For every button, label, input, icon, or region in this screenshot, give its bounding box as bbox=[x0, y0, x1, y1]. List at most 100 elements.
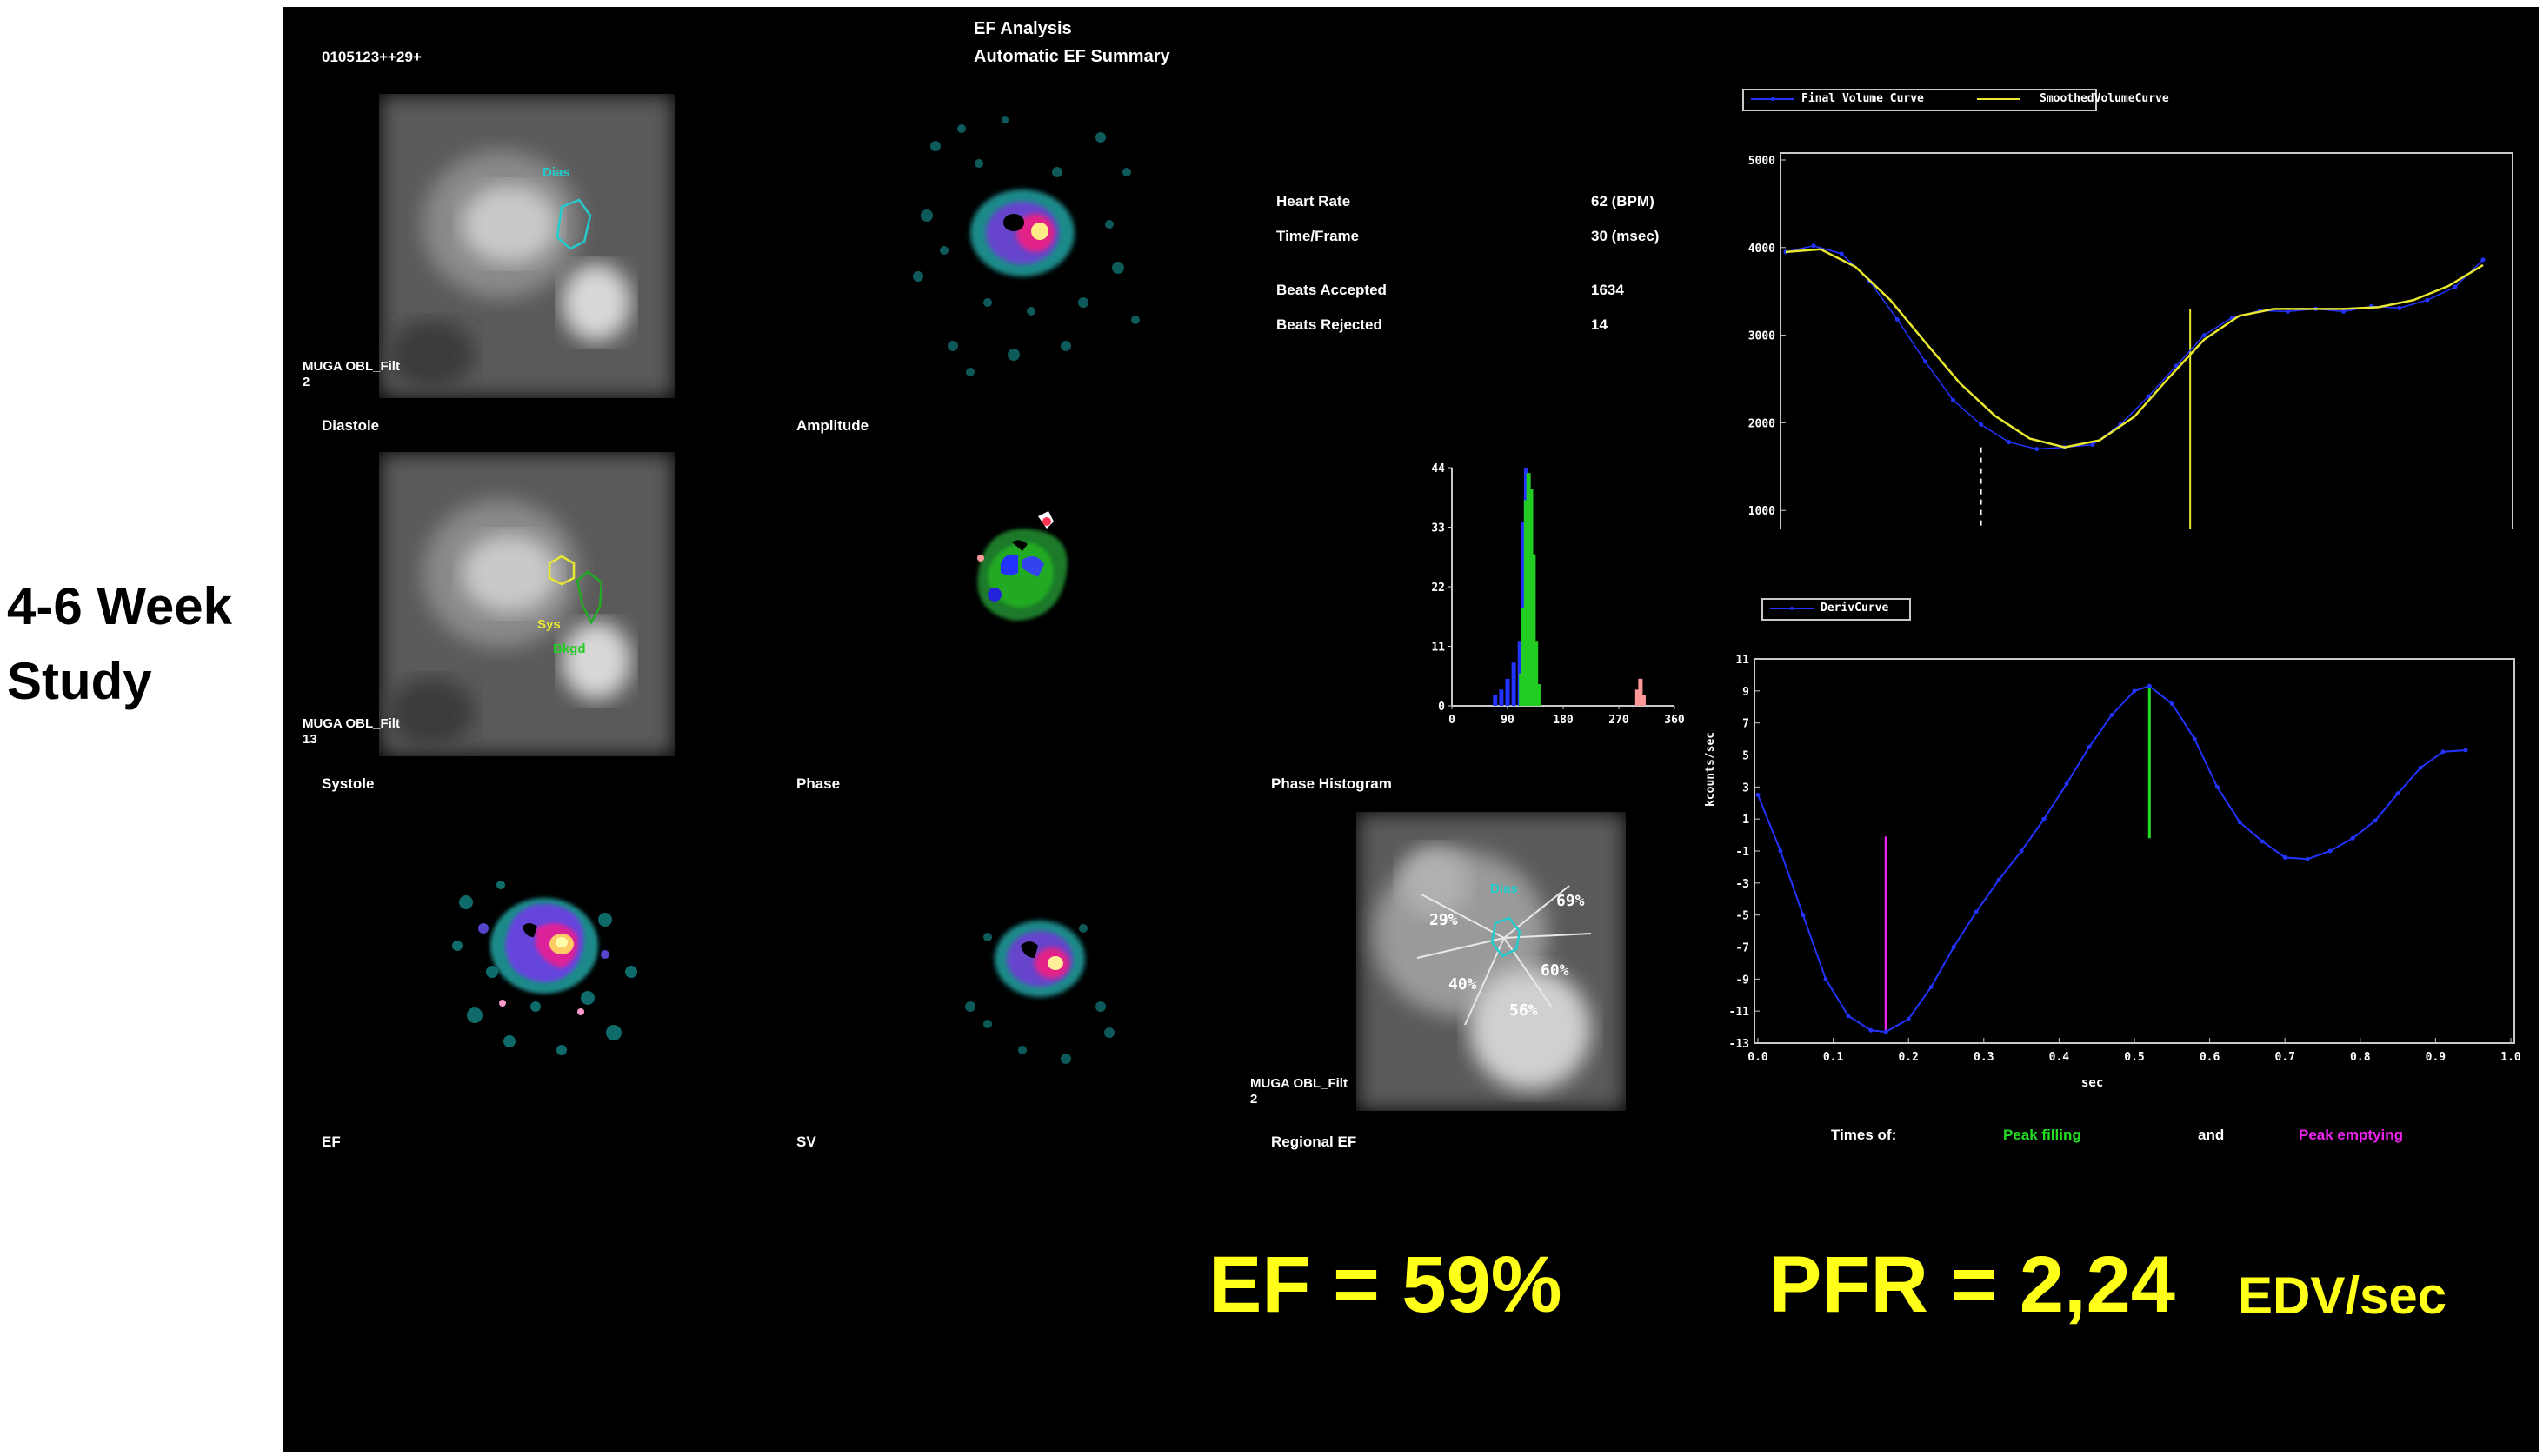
patient-id: 0105123++29+ bbox=[322, 49, 422, 65]
hist-y-tick-label: 44 bbox=[1431, 462, 1445, 475]
volume-curve-chart: Final Volume Curve 1000 2000 3000 4000 5000 bbox=[1709, 76, 2539, 529]
hist-bar bbox=[1519, 673, 1524, 706]
beats-rejected-label: Beats Rejected bbox=[1276, 316, 1382, 333]
final-volume-point bbox=[2201, 333, 2207, 338]
hist-bar bbox=[1521, 608, 1526, 706]
hist-bar bbox=[1534, 641, 1539, 706]
sys-roi-label: Sys bbox=[537, 617, 561, 632]
deriv-point bbox=[2282, 854, 2287, 860]
phase-label: Phase bbox=[796, 775, 841, 792]
deriv-x-tick-label: 0.1 bbox=[1823, 1051, 1844, 1064]
deriv-point bbox=[2214, 784, 2220, 789]
phase-histogram-label: Phase Histogram bbox=[1271, 775, 1392, 792]
final-volume-point bbox=[1950, 397, 1955, 402]
time-frame-value: 30 (msec) bbox=[1591, 228, 1660, 244]
deriv-point bbox=[2041, 816, 2047, 821]
deriv-point bbox=[1951, 945, 1956, 949]
deriv-point bbox=[1974, 909, 1979, 914]
deriv-point bbox=[1928, 985, 1934, 990]
volume-y-tick-label: 2000 bbox=[1748, 417, 1775, 430]
smoothed-volume-line bbox=[1785, 248, 2484, 449]
time-frame-label: Time/Frame bbox=[1276, 228, 1360, 244]
final-volume-point bbox=[2425, 297, 2430, 303]
hist-bar bbox=[1499, 689, 1504, 706]
deriv-x-tick-label: 1.0 bbox=[2500, 1051, 2521, 1064]
hist-x-tick-label: 180 bbox=[1553, 714, 1574, 727]
amplitude-image bbox=[883, 94, 1162, 389]
deriv-point bbox=[2169, 701, 2174, 707]
sector-69: 69% bbox=[1556, 892, 1585, 910]
deriv-point bbox=[2350, 835, 2355, 841]
deriv-y-tick-label: -3 bbox=[1735, 878, 1749, 891]
hist-bar bbox=[1638, 678, 1643, 706]
deriv-point bbox=[2373, 818, 2378, 823]
sector-60: 60% bbox=[1541, 961, 1569, 980]
final-volume-point bbox=[1894, 316, 1900, 322]
deriv-y-tick-label: -11 bbox=[1729, 1006, 1750, 1019]
regional-ef-label: Regional EF bbox=[1271, 1134, 1357, 1150]
deriv-plot-frame bbox=[1754, 658, 2515, 1044]
page-title: EF Analysis bbox=[974, 19, 1072, 38]
beats-accepted-value: 1634 bbox=[1591, 282, 1624, 298]
deriv-point bbox=[2327, 848, 2333, 854]
deriv-x-tick-label: 0.0 bbox=[1747, 1051, 1768, 1064]
volume-plot-frame bbox=[1780, 152, 2513, 529]
study-title: 4-6 Week Study bbox=[7, 569, 285, 719]
hist-bar bbox=[1511, 662, 1516, 706]
final-volume-point bbox=[1979, 422, 1984, 427]
deriv-point bbox=[2395, 791, 2400, 796]
deriv-point bbox=[2087, 744, 2092, 749]
hist-y-tick-label: 11 bbox=[1431, 642, 1445, 655]
deriv-y-tick-label: 3 bbox=[1742, 781, 1749, 794]
phase-histogram-chart: 0 11 22 33 44 0 90 180 270 360 bbox=[1414, 450, 1701, 737]
volume-legend: Final Volume Curve bbox=[1742, 89, 2097, 111]
pfr-result: PFR = 2,24 bbox=[1768, 1240, 2175, 1329]
deriv-point bbox=[1823, 976, 1828, 981]
deriv-y-tick-label: 7 bbox=[1742, 718, 1749, 731]
deriv-point bbox=[2418, 765, 2423, 770]
deriv-point bbox=[1906, 1016, 1911, 1021]
deriv-line bbox=[1757, 685, 2466, 1034]
volume-y-tick-label: 3000 bbox=[1748, 330, 1775, 343]
volume-y-tick-label: 5000 bbox=[1748, 155, 1775, 168]
deriv-y-tick-label: 1 bbox=[1742, 814, 1749, 827]
study-title-line-1: 4-6 Week bbox=[7, 577, 233, 635]
hist-bar bbox=[1523, 500, 1528, 706]
deriv-point bbox=[2109, 712, 2114, 717]
systole-image: Sys Bkgd bbox=[379, 452, 675, 756]
deriv-point bbox=[1868, 1027, 1874, 1033]
deriv-point bbox=[1801, 913, 1806, 918]
peak-filling-label: Peak filling bbox=[2003, 1127, 2081, 1143]
diastole-frame: 2 bbox=[303, 375, 310, 389]
deriv-point bbox=[2237, 820, 2242, 825]
deriv-point bbox=[2440, 749, 2446, 755]
regional-roi-label: Dias bbox=[1490, 881, 1518, 896]
regional-caption: MUGA OBL_Filt bbox=[1250, 1076, 1348, 1091]
deriv-xlabel: sec bbox=[2081, 1076, 2104, 1090]
deriv-y-tick-label: -5 bbox=[1735, 910, 1749, 923]
legend-smoothed-volume: SmoothedVolumeCurve bbox=[2040, 92, 2169, 105]
derivative-curve-chart: DerivCurve 11 9 7 5 3 1 -1 -3 -5 -7 -9 -11 -13 0.0 0.1… bbox=[1704, 529, 2539, 1090]
deriv-x-tick-label: 0.7 bbox=[2274, 1051, 2294, 1064]
hist-x-tick-label: 90 bbox=[1501, 714, 1514, 727]
deriv-ylabel: kcounts/sec bbox=[1704, 731, 1717, 807]
final-volume-point bbox=[2341, 309, 2347, 314]
deriv-y-tick-label: 9 bbox=[1742, 686, 1749, 699]
deriv-point bbox=[1883, 1029, 1888, 1034]
final-volume-point bbox=[1922, 359, 1927, 364]
hist-bar bbox=[1528, 489, 1534, 706]
phase-image bbox=[935, 490, 1109, 664]
deriv-point bbox=[2132, 688, 2137, 694]
times-of-label: Times of: bbox=[1831, 1127, 1897, 1143]
deriv-x-tick-label: 0.9 bbox=[2426, 1051, 2446, 1064]
hist-bar bbox=[1641, 695, 1646, 706]
hist-bar bbox=[1531, 554, 1536, 706]
deriv-x-tick-label: 0.6 bbox=[2200, 1051, 2220, 1064]
deriv-y-tick-label: -1 bbox=[1735, 846, 1749, 859]
diastole-image: Dias bbox=[379, 94, 675, 398]
hist-y-tick-label: 33 bbox=[1431, 522, 1445, 535]
deriv-point bbox=[1996, 877, 2001, 882]
deriv-point bbox=[1755, 793, 1761, 798]
legend-final-volume: Final Volume Curve bbox=[1801, 92, 1924, 105]
hist-x-tick-label: 360 bbox=[1664, 714, 1685, 727]
